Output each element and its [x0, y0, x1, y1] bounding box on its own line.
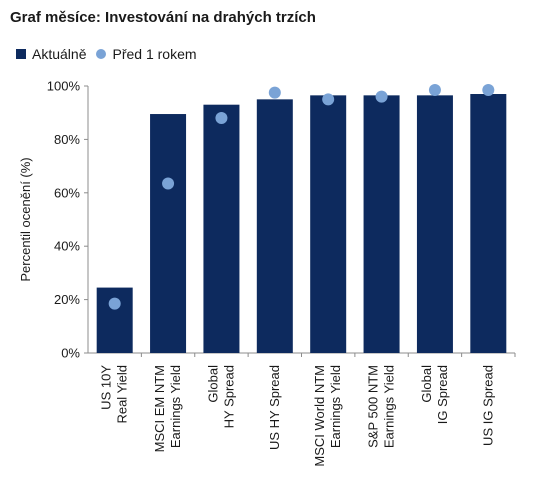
legend-dot-swatch [96, 49, 107, 59]
dot-marker [215, 112, 228, 125]
x-tick-label: US HY Spread [267, 365, 282, 450]
bar [256, 99, 293, 353]
dot-marker [482, 84, 495, 97]
dot-marker [322, 93, 335, 106]
legend-label-current: Aktuálně [32, 46, 87, 62]
bar [416, 95, 453, 353]
x-tick-label: IG Spread [435, 365, 450, 424]
x-tick-label: Earnings Yield [382, 365, 397, 448]
legend-item-year-ago: Před 1 rokem [96, 46, 197, 62]
x-tick-label: Real Yield [115, 365, 130, 424]
x-tick-label: US 10Y [99, 365, 114, 410]
y-tick-label: 40% [54, 239, 80, 254]
legend: Aktuálně Před 1 rokem [16, 46, 207, 62]
legend-label-year-ago: Před 1 rokem [112, 46, 197, 62]
x-tick-label: US IG Spread [480, 365, 495, 446]
legend-item-current: Aktuálně [16, 46, 86, 62]
y-axis-title: Percentil ocenění (%) [18, 157, 33, 281]
x-tick-label: Global [205, 365, 220, 403]
x-tick-label: HY Spread [221, 365, 236, 428]
legend-bar-swatch [16, 49, 26, 59]
y-tick-label: 20% [54, 292, 80, 307]
dot-marker [428, 84, 441, 97]
x-tick-label: Global [419, 365, 434, 403]
dot-marker [162, 177, 175, 190]
dot-marker [268, 86, 281, 99]
bar [150, 114, 187, 353]
bar [203, 104, 240, 353]
bar [96, 287, 133, 353]
dot-marker [108, 297, 121, 310]
bar [363, 95, 400, 353]
y-tick-label: 0% [61, 346, 80, 361]
dot-marker [375, 90, 388, 103]
y-tick-label: 60% [54, 185, 80, 200]
y-tick-label: 80% [54, 132, 80, 147]
x-tick-label: S&P 500 NTM [366, 365, 381, 448]
x-tick-label: Earnings Yield [168, 365, 183, 448]
x-tick-label: MSCI World NTM [312, 365, 327, 467]
bar [310, 95, 347, 353]
x-tick-label: Earnings Yield [328, 365, 343, 448]
y-tick-label: 100% [47, 79, 81, 94]
bar [470, 94, 507, 353]
x-tick-label: MSCI EM NTM [152, 365, 167, 452]
chart-title: Graf měsíce: Investování na drahých trzí… [10, 9, 316, 26]
